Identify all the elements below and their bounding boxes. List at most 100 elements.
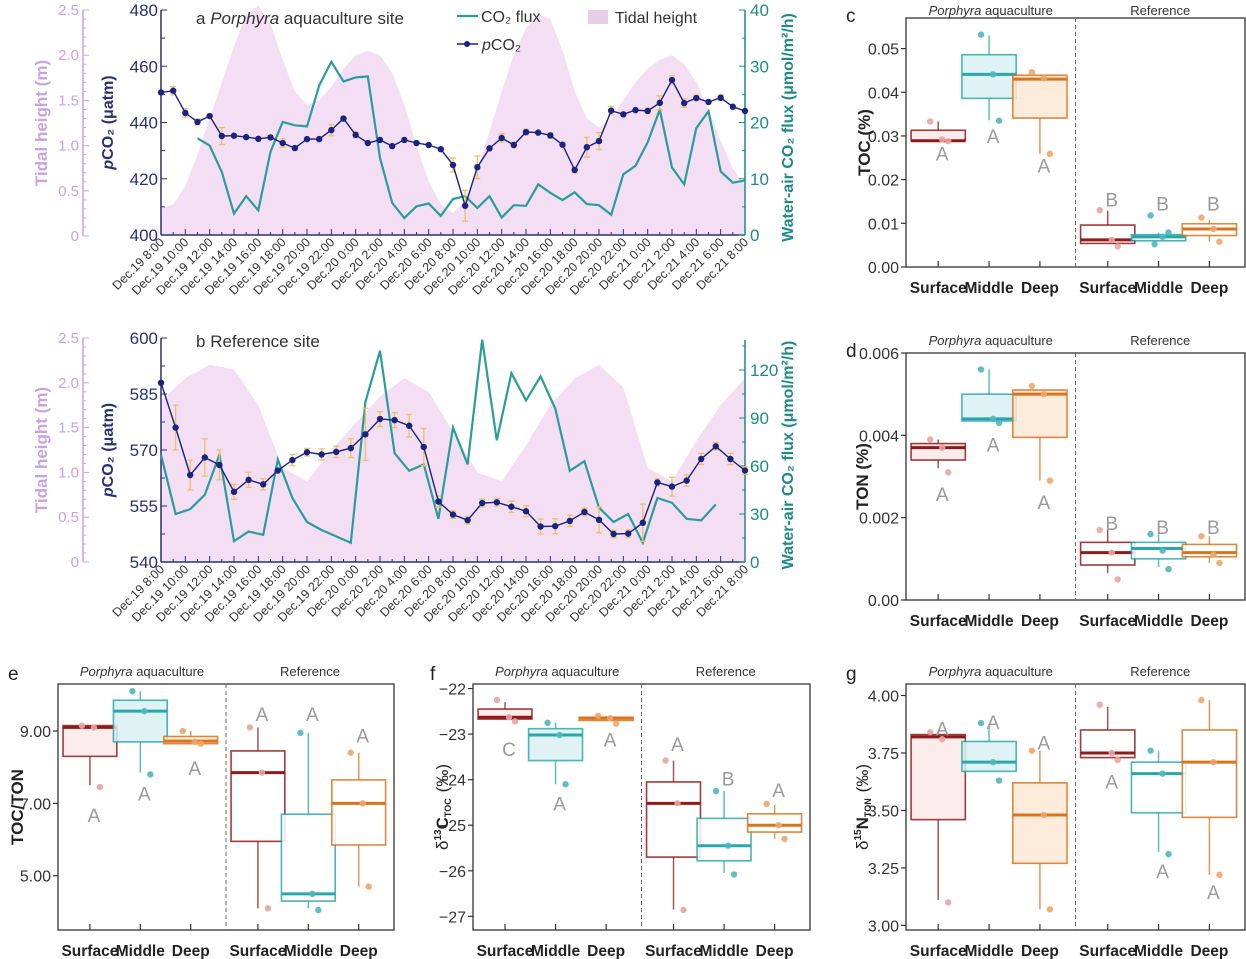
tidal-tick-label: 0 xyxy=(71,228,79,245)
significance-letter: A xyxy=(1207,883,1220,904)
flux-tick-label: 0 xyxy=(750,553,759,572)
y-tick-label: 0.05 xyxy=(868,42,899,59)
pco2-point xyxy=(255,135,262,143)
pco2-point xyxy=(464,516,471,524)
group-label-rest: aquaculture xyxy=(133,664,205,679)
y-tick-label: −26 xyxy=(439,864,466,881)
data-point xyxy=(680,906,687,914)
pco2-point xyxy=(194,118,201,126)
x-category-label: Surface xyxy=(910,280,967,297)
x-category-label: Deep xyxy=(172,943,210,959)
data-point xyxy=(556,731,563,739)
y-tick-label: 0.004 xyxy=(859,428,899,445)
data-point xyxy=(674,800,681,807)
box-iqr xyxy=(961,740,1017,773)
pco2-point xyxy=(260,481,267,488)
data-point xyxy=(90,724,98,731)
pco2-point xyxy=(230,132,238,139)
data-point xyxy=(1216,871,1223,879)
box-iqr xyxy=(1011,782,1068,865)
pco2-point xyxy=(461,202,469,209)
pco2-point xyxy=(267,134,274,141)
pco2-point xyxy=(639,519,646,526)
significance-letter: A xyxy=(671,735,684,756)
box-iqr xyxy=(331,779,387,846)
x-category-label: Deep xyxy=(756,943,794,959)
box-middle-aquaculture: A Middle xyxy=(961,31,1017,297)
significance-letter: B xyxy=(1156,518,1169,539)
data-point xyxy=(78,722,86,729)
x-category-label: Middle xyxy=(531,943,580,959)
pco2-point xyxy=(157,89,165,96)
panel-title-rest: Reference site xyxy=(210,332,320,351)
box-iqr xyxy=(1181,729,1238,819)
data-point xyxy=(945,137,952,145)
data-point xyxy=(977,719,985,727)
significance-letter: B xyxy=(1105,190,1118,211)
box-surface-reference: B Surface xyxy=(1079,514,1136,630)
significance-letter: A xyxy=(987,436,1000,457)
pco2-point xyxy=(279,139,286,147)
box-iqr xyxy=(280,813,337,902)
flux-tick-label: 30 xyxy=(750,505,769,524)
significance-letter: A xyxy=(987,713,1000,734)
data-point xyxy=(989,71,997,78)
pco2-point xyxy=(376,136,384,144)
pco2-point xyxy=(303,449,311,456)
significance-letter: A xyxy=(772,781,785,802)
pco2-point xyxy=(347,444,354,452)
box-iqr xyxy=(910,129,967,142)
pco2-point xyxy=(510,141,518,149)
y-tick-label: 3.75 xyxy=(868,746,899,763)
tidal-tick-label: 2.0 xyxy=(58,375,79,392)
data-point xyxy=(945,899,952,906)
pco2-point xyxy=(583,144,591,151)
data-point xyxy=(315,906,322,914)
data-point xyxy=(1210,225,1217,233)
flux-tick-label: 60 xyxy=(750,457,769,476)
box-middle-aquaculture: A Middle xyxy=(112,688,169,959)
box-surface-reference: A Surface xyxy=(1079,701,1137,959)
group-label-rest: aquaculture xyxy=(981,3,1053,18)
flux-tick-label: 120 xyxy=(750,361,778,380)
y-tick-label: 0.03 xyxy=(868,129,899,146)
data-point xyxy=(612,720,620,727)
panel-letter: b xyxy=(196,332,210,351)
data-point xyxy=(1147,747,1154,754)
y-tick-label: 0.002 xyxy=(859,511,899,528)
data-point xyxy=(147,771,154,778)
legend-tidal-label: Tidal height xyxy=(615,10,698,27)
pco2-point xyxy=(364,139,372,147)
flux-axis-title: Water-air CO₂ flux (μmol/m²/h) xyxy=(780,341,797,570)
pco2-tick-label: 420 xyxy=(130,170,158,189)
group-label: Reference xyxy=(1130,664,1190,679)
box-deep-reference: B Deep xyxy=(1181,194,1238,297)
data-point xyxy=(1147,212,1154,219)
box-iqr xyxy=(230,750,286,843)
pco2-point xyxy=(705,98,712,106)
y-tick-label: 3.25 xyxy=(868,861,899,878)
pco2-point xyxy=(741,107,749,115)
pco2-axis-title: pCO₂ (μatm) xyxy=(100,75,117,170)
significance-letter: A xyxy=(188,759,201,780)
pco2-point xyxy=(169,87,177,94)
data-point xyxy=(724,842,732,849)
pco2-point xyxy=(420,443,427,451)
flux-tick-label: 10 xyxy=(750,170,769,189)
flux-tick-label: 30 xyxy=(750,57,769,76)
panel-b: 0 0.5 1.0 1.5 2.0 2.5 Tidal height (m) 540 555 57… xyxy=(32,329,797,625)
data-point xyxy=(1198,696,1205,704)
data-point xyxy=(1216,238,1223,245)
y-axis-title: δ15NTON (‰) xyxy=(853,764,873,850)
pco2-axis-title: pCO₂ (μatm) xyxy=(100,403,117,498)
x-category-label: Middle xyxy=(965,280,1014,297)
panel-d: Porphyra aquaculture Reference d 0.00 0.002 0… xyxy=(846,333,1246,630)
significance-letter: A xyxy=(138,785,151,806)
significance-letter: A xyxy=(1156,862,1169,883)
x-category-label: Deep xyxy=(1190,280,1228,297)
y-axis-title: δ13CTOC (‰) xyxy=(433,764,453,850)
data-point xyxy=(939,136,946,143)
